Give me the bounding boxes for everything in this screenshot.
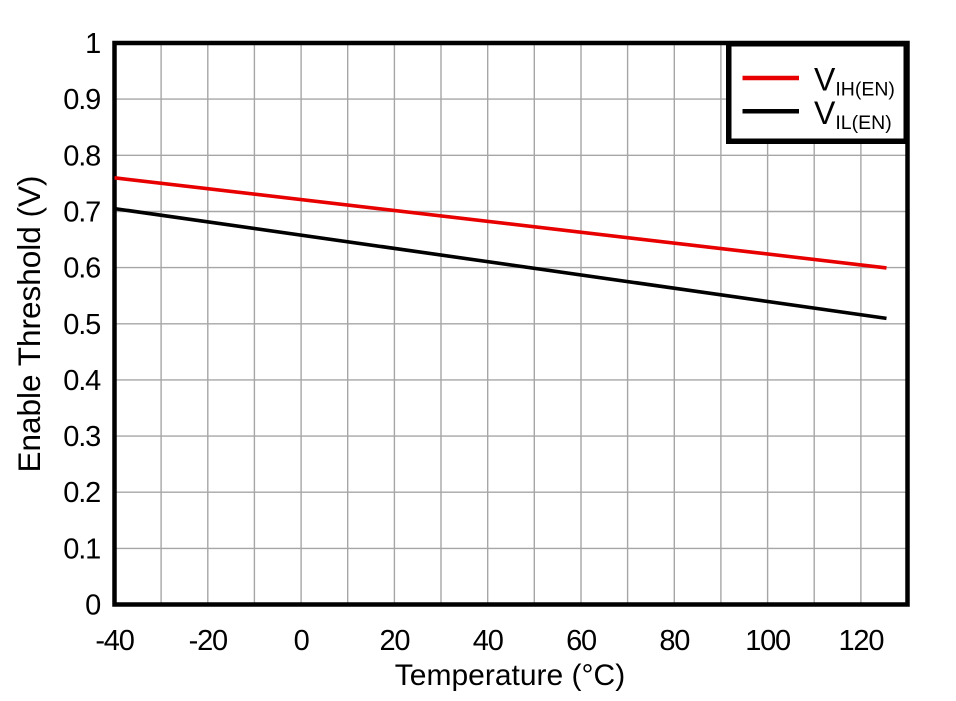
svg-text:0.1: 0.1 (63, 533, 100, 565)
svg-text:-20: -20 (189, 625, 227, 657)
svg-text:40: 40 (473, 625, 503, 657)
svg-text:0.2: 0.2 (63, 477, 100, 509)
svg-text:0.5: 0.5 (63, 309, 100, 341)
svg-text:1: 1 (85, 28, 100, 60)
svg-text:0.7: 0.7 (63, 197, 100, 229)
svg-text:0.3: 0.3 (63, 421, 100, 453)
svg-text:Enable Threshold (V): Enable Threshold (V) (11, 175, 47, 472)
svg-text:0: 0 (294, 625, 309, 657)
svg-text:80: 80 (659, 625, 689, 657)
svg-text:0: 0 (85, 590, 100, 622)
svg-text:0.6: 0.6 (63, 253, 100, 285)
svg-text:Temperature (°C): Temperature (°C) (395, 659, 625, 692)
svg-text:0.8: 0.8 (63, 140, 100, 172)
svg-text:-40: -40 (95, 625, 133, 657)
svg-text:20: 20 (379, 625, 409, 657)
svg-text:0.9: 0.9 (63, 84, 100, 116)
svg-text:100: 100 (745, 625, 790, 657)
svg-text:60: 60 (566, 625, 596, 657)
svg-text:0.4: 0.4 (63, 365, 101, 397)
svg-text:120: 120 (839, 625, 884, 657)
svg-text:VIL(EN): VIL(EN) (814, 95, 892, 134)
